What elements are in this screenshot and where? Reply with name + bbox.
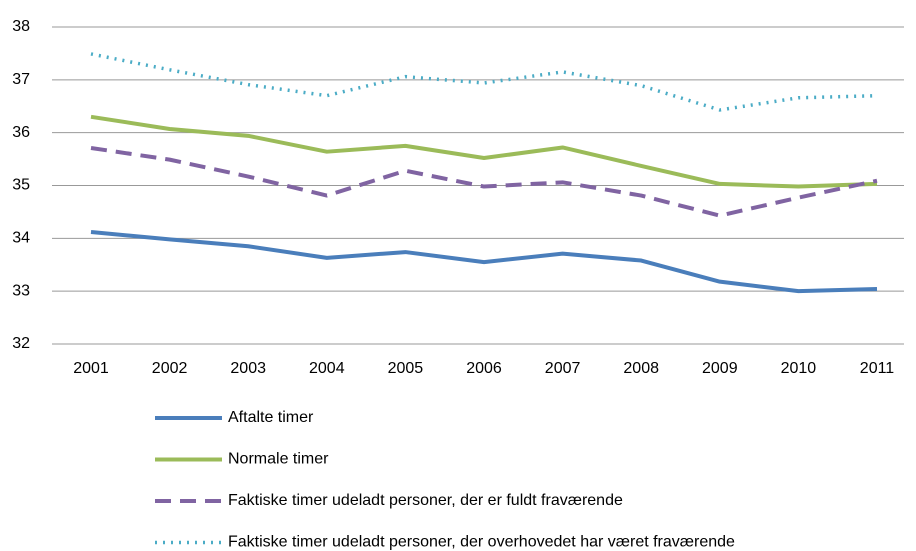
x-tick-label: 2009 [702, 360, 738, 377]
y-tick-label: 35 [12, 177, 30, 194]
series-line [90, 146, 878, 218]
y-tick-label: 34 [12, 230, 30, 247]
y-tick-label: 32 [12, 335, 30, 352]
x-tick-label: 2004 [309, 360, 345, 377]
y-tick-label: 38 [12, 18, 30, 35]
series-line [90, 52, 878, 112]
x-tick-label: 2002 [152, 360, 188, 377]
x-tick-label: 2007 [545, 360, 581, 377]
legend-label: Faktiske timer udeladt personer, der er … [228, 492, 623, 509]
x-tick-label: 2005 [388, 360, 424, 377]
series-line [90, 114, 878, 189]
x-tick-label: 2006 [466, 360, 502, 377]
series-line [90, 230, 878, 294]
legend-label: Normale timer [228, 451, 329, 468]
y-tick-label: 37 [12, 71, 30, 88]
x-tick-label: 2001 [73, 360, 109, 377]
x-tick-label: 2003 [230, 360, 266, 377]
y-tick-label: 33 [12, 282, 30, 299]
x-tick-label: 2010 [781, 360, 817, 377]
y-tick-label: 36 [12, 124, 30, 141]
x-tick-label: 2011 [860, 360, 895, 377]
x-tick-label: 2008 [623, 360, 659, 377]
legend-label: Faktiske timer udeladt personer, der ove… [228, 534, 735, 551]
legend-label: Aftalte timer [228, 409, 314, 426]
